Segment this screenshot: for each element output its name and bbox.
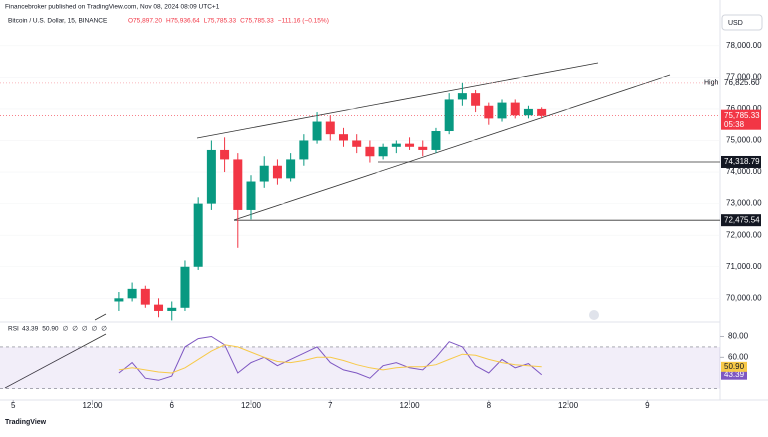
ohlc-legend: O75,897.20 H75,936.64 L75,785.33 C75,785.33… (128, 18, 329, 25)
candle-body (444, 99, 454, 132)
rsi-tag (721, 361, 747, 372)
last-price-label: 75,785.33 (724, 111, 760, 120)
candle-body (286, 159, 296, 179)
y-tick-label: 75,000.00 (726, 136, 762, 145)
candle-body (246, 181, 256, 210)
y-tick-label: 76,000.00 (726, 104, 762, 113)
candle-body (299, 140, 309, 160)
candle-body (497, 102, 507, 119)
trendline (233, 74, 671, 221)
rsi-legend: ∅ (92, 326, 98, 333)
logo: TradingView (5, 419, 47, 426)
candle-body (431, 131, 441, 150)
y-tick-label: 60.00 (728, 352, 749, 361)
candle-body (272, 165, 282, 179)
currency-button[interactable] (721, 14, 763, 31)
y-tick-label: 80.00 (728, 332, 749, 341)
candle-body (206, 149, 216, 204)
y-tick-label: 72,000.00 (726, 230, 762, 239)
x-tick-label: 6 (170, 401, 175, 410)
rsi-legend: ∅ (101, 326, 107, 333)
rsi-line (118, 335, 543, 381)
y-tick-label: 78,000.00 (726, 41, 762, 50)
x-tick-label: 9 (645, 401, 650, 410)
candle-body (484, 105, 494, 119)
candle-body (537, 108, 547, 116)
candle-body (233, 159, 243, 210)
ohlc-value: −111.16 (−0.15%) (278, 18, 329, 25)
candle-body (338, 134, 348, 141)
last-price-tag (721, 109, 761, 130)
level-tag (721, 155, 761, 168)
rsi-band (0, 346, 720, 389)
level-label: 72,475.54 (724, 215, 760, 224)
high-label: 76,825.60 (724, 78, 760, 87)
ohlc-value: H75,936.64 (166, 18, 200, 25)
candle-body (418, 146, 428, 150)
level-label: 74,318.79 (724, 157, 760, 166)
candle-body (312, 121, 322, 141)
trendline (196, 62, 599, 139)
candle-body (365, 146, 375, 157)
rsi-legend: 50.90 (42, 326, 59, 333)
event-flag[interactable] (589, 310, 599, 320)
candle-body (391, 143, 401, 147)
x-tick-label: 7 (328, 401, 333, 410)
candle-body (114, 298, 124, 302)
symbol: Bitcoin / U.S. Dollar, 15, BINANCE (8, 18, 108, 25)
x-tick-label: 5 (11, 401, 16, 410)
rsi-tag (721, 369, 747, 380)
candle-body (352, 140, 362, 147)
candle-body (154, 304, 164, 311)
candle-body (167, 307, 177, 311)
x-tick-label: 12:00 (400, 401, 421, 410)
rsi-legend: ∅ (63, 326, 69, 333)
high-text: High (704, 80, 719, 87)
y-tick-label: 73,000.00 (726, 199, 762, 208)
publisher: Financebroker published on TradingView.c… (5, 4, 220, 11)
x-tick-label: 12:00 (241, 401, 262, 410)
rsi-tag-label: 43.39 (724, 370, 745, 379)
trendline (94, 313, 107, 321)
y-tick-label: 74,000.00 (726, 167, 762, 176)
candle-body (378, 146, 388, 157)
rsi-tag-label: 50.90 (724, 362, 745, 371)
x-tick-label: 8 (487, 401, 492, 410)
rsi-legend: 43.39 (22, 326, 39, 333)
rsi-line (118, 344, 542, 374)
y-tick-label: 71,000.00 (726, 262, 762, 271)
candle-body (471, 93, 481, 106)
ohlc-value: L75,785.33 (204, 18, 237, 25)
candle-body (127, 288, 137, 299)
candle-body (193, 203, 203, 267)
x-tick-label: 12:00 (558, 401, 579, 410)
candle-body (259, 165, 269, 182)
level-tag (721, 214, 761, 227)
candle-body (325, 121, 335, 135)
x-tick-label: 12:00 (82, 401, 103, 410)
ohlc-value: O75,897.20 (128, 18, 162, 25)
trendline (4, 333, 107, 389)
candle-body (457, 93, 467, 100)
rsi-title: RSI (8, 326, 19, 333)
candle-body (220, 149, 230, 160)
y-tick-label: 70,000.00 (726, 293, 762, 302)
candle-body (510, 102, 520, 116)
candle-body (180, 266, 190, 308)
rsi-legend: ∅ (72, 326, 78, 333)
countdown: 05:38 (724, 120, 745, 129)
candle-body (523, 108, 533, 116)
currency[interactable]: USD (728, 20, 743, 27)
ohlc-value: C75,785.33 (240, 18, 274, 25)
y-tick-label: 77,000.00 (726, 72, 762, 81)
candle-body (140, 288, 150, 305)
candle-body (405, 143, 415, 147)
rsi-legend: ∅ (82, 326, 88, 333)
